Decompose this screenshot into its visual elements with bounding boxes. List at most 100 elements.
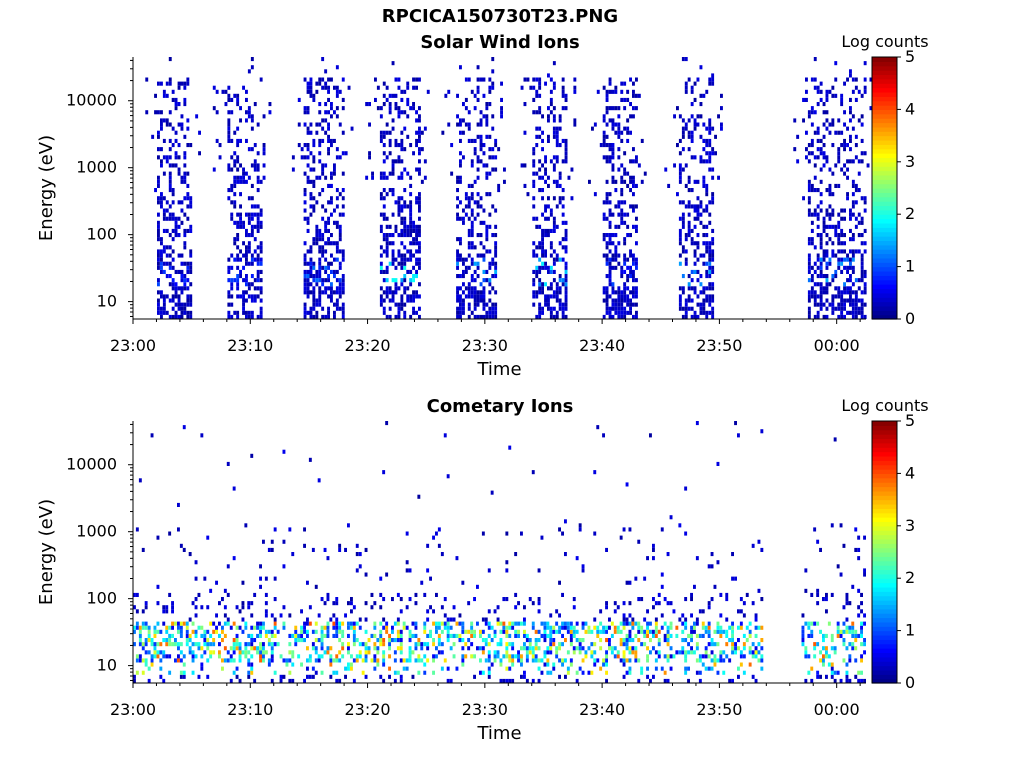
heatmap-cell <box>138 654 142 659</box>
heatmap-cell <box>330 269 333 274</box>
heatmap-cell <box>625 580 629 585</box>
heatmap-cell <box>702 93 706 98</box>
heatmap-cell <box>391 241 395 246</box>
heatmap-cell <box>212 642 216 647</box>
heatmap-cell <box>857 633 861 638</box>
heatmap-cell <box>622 662 626 667</box>
heatmap-cell <box>494 208 498 213</box>
heatmap-cell <box>810 633 814 638</box>
heatmap-cell <box>418 167 421 172</box>
heatmap-cell <box>253 102 257 107</box>
heatmap-cell <box>247 220 251 225</box>
heatmap-cell <box>276 642 280 647</box>
heatmap-cell <box>564 261 568 266</box>
heatmap-cell <box>456 188 459 193</box>
heatmap-cell <box>834 224 838 229</box>
heatmap-cell <box>464 294 468 299</box>
heatmap-cell <box>268 102 272 107</box>
heatmap-cell <box>843 208 846 213</box>
heatmap-cell <box>440 650 444 655</box>
heatmap-cell <box>291 678 295 683</box>
heatmap-cell <box>611 106 615 111</box>
heatmap-cell <box>520 654 523 659</box>
heatmap-cell <box>418 130 421 135</box>
heatmap-cell <box>321 167 325 172</box>
heatmap-cell <box>282 564 286 569</box>
heatmap-cell <box>708 77 712 82</box>
heatmap-cell <box>165 629 169 634</box>
heatmap-cell <box>324 278 328 283</box>
heatmap-cell <box>162 306 166 311</box>
heatmap-cell <box>396 617 400 622</box>
heatmap-cell <box>825 212 829 217</box>
heatmap-cell <box>241 629 245 634</box>
heatmap-cell <box>602 212 606 217</box>
heatmap-cell <box>423 625 427 630</box>
heatmap-cell <box>409 200 413 205</box>
heatmap-cell <box>549 638 553 643</box>
heatmap-cell <box>684 257 688 262</box>
heatmap-cell <box>511 646 515 651</box>
heatmap-cell <box>426 658 430 663</box>
heatmap-cell <box>315 200 319 205</box>
heatmap-cell <box>481 638 485 643</box>
heatmap-cell <box>851 253 855 258</box>
heatmap-cell <box>546 646 550 651</box>
heatmap-cell <box>297 638 301 643</box>
heatmap-cell <box>681 216 685 221</box>
heatmap-cell <box>531 678 535 683</box>
heatmap-cell <box>710 650 714 655</box>
heatmap-cell <box>394 224 398 229</box>
heatmap-cell <box>352 605 356 610</box>
heatmap-cell <box>623 151 627 156</box>
heatmap-cell <box>854 310 858 315</box>
heatmap-cell <box>494 224 498 229</box>
heatmap-cell <box>179 674 183 679</box>
heatmap-cell <box>333 269 336 274</box>
heatmap-cell <box>637 163 641 168</box>
heatmap-cell <box>558 302 562 307</box>
heatmap-cell <box>388 666 391 671</box>
heatmap-cell <box>309 274 313 279</box>
colorbar-segment <box>872 179 897 185</box>
heatmap-cell <box>385 625 389 630</box>
heatmap-cell <box>379 638 383 643</box>
heatmap-cell <box>241 601 245 606</box>
heatmap-cell <box>605 298 609 303</box>
heatmap-cell <box>555 183 559 188</box>
heatmap-cell <box>523 646 526 651</box>
heatmap-cell <box>459 65 462 70</box>
heatmap-cell <box>470 241 474 246</box>
heatmap-cell <box>517 633 520 638</box>
heatmap-cell <box>462 216 465 221</box>
heatmap-cell <box>608 159 612 164</box>
heatmap-cell <box>459 138 462 143</box>
heatmap-cell <box>863 642 866 647</box>
heatmap-cell <box>849 208 852 213</box>
heatmap-cell <box>406 171 410 176</box>
heatmap-cell <box>194 597 198 602</box>
heatmap-cell <box>837 294 841 299</box>
heatmap-cell <box>236 179 240 184</box>
heatmap-cell <box>303 310 307 315</box>
heatmap-cell <box>388 233 392 238</box>
heatmap-cell <box>195 114 199 119</box>
heatmap-cell <box>602 200 606 205</box>
heatmap-cell <box>708 130 712 135</box>
heatmap-cell <box>183 171 187 176</box>
heatmap-cell <box>695 642 699 647</box>
heatmap-cell <box>801 633 805 638</box>
heatmap-cell <box>690 269 694 274</box>
heatmap-cell <box>520 674 523 679</box>
heatmap-cell <box>157 265 160 270</box>
colorbar-segment <box>872 543 897 549</box>
heatmap-cell <box>711 126 715 131</box>
heatmap-cell <box>807 314 811 319</box>
heatmap-cell <box>857 556 861 561</box>
heatmap-cell <box>394 302 398 307</box>
heatmap-cell <box>617 241 621 246</box>
heatmap-cell <box>154 188 157 193</box>
heatmap-cell <box>415 261 418 266</box>
heatmap-cell <box>418 126 421 131</box>
heatmap-cell <box>382 638 386 643</box>
